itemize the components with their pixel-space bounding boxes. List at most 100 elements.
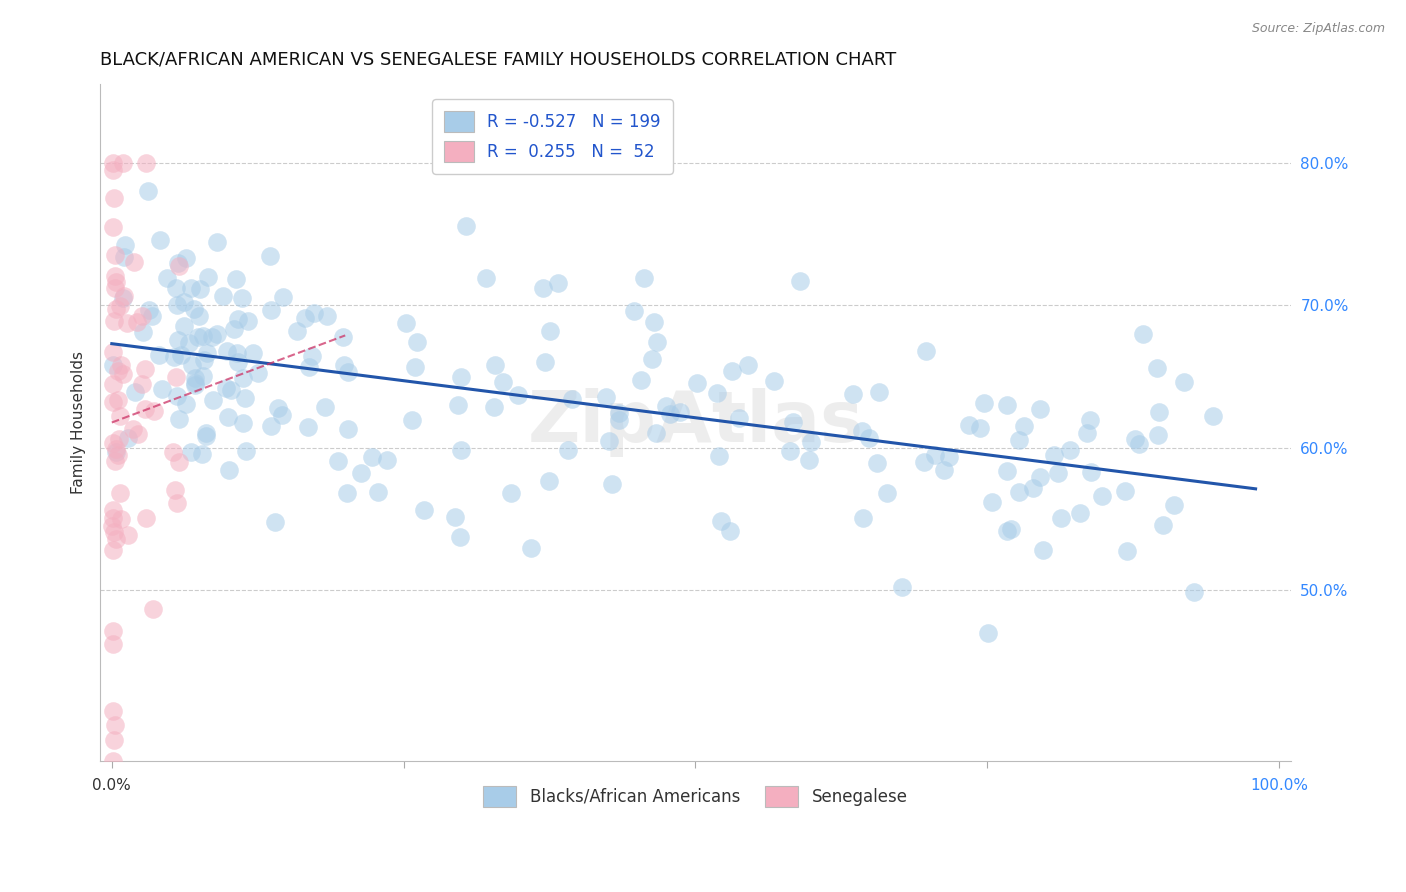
Point bbox=[710, 514, 733, 528]
Point bbox=[184, 376, 207, 391]
Point bbox=[188, 282, 211, 296]
Point bbox=[226, 345, 249, 359]
Point bbox=[973, 396, 995, 410]
Point bbox=[103, 732, 125, 747]
Point bbox=[149, 233, 172, 247]
Point bbox=[193, 368, 215, 383]
Point bbox=[187, 330, 209, 344]
Point bbox=[332, 330, 354, 344]
Point bbox=[112, 250, 135, 264]
Point bbox=[162, 350, 184, 364]
Point bbox=[167, 412, 190, 426]
Point bbox=[336, 486, 359, 500]
Point bbox=[1000, 522, 1022, 536]
Point bbox=[595, 390, 617, 404]
Point bbox=[449, 530, 471, 544]
Point bbox=[101, 519, 124, 533]
Point bbox=[135, 511, 157, 525]
Point bbox=[103, 637, 125, 651]
Point bbox=[127, 426, 149, 441]
Point bbox=[188, 309, 211, 323]
Point bbox=[104, 442, 127, 456]
Point bbox=[934, 463, 956, 477]
Point bbox=[125, 314, 148, 328]
Point bbox=[1078, 413, 1101, 427]
Point bbox=[201, 392, 224, 407]
Point bbox=[1080, 465, 1102, 479]
Point bbox=[112, 292, 135, 306]
Point bbox=[174, 397, 197, 411]
Point bbox=[101, 624, 124, 638]
Point bbox=[302, 306, 325, 320]
Point bbox=[976, 625, 998, 640]
Point bbox=[170, 348, 193, 362]
Point bbox=[842, 386, 865, 401]
Point bbox=[1008, 433, 1031, 447]
Point bbox=[957, 418, 980, 433]
Point bbox=[103, 191, 125, 205]
Point bbox=[111, 368, 134, 382]
Point bbox=[607, 412, 630, 426]
Point bbox=[1029, 402, 1052, 417]
Point bbox=[136, 184, 159, 198]
Point bbox=[1152, 518, 1174, 533]
Point bbox=[107, 392, 129, 407]
Point bbox=[995, 397, 1018, 411]
Point bbox=[103, 510, 125, 524]
Point bbox=[865, 456, 887, 470]
Point bbox=[728, 410, 751, 425]
Point bbox=[162, 444, 184, 458]
Point bbox=[1022, 481, 1045, 495]
Point bbox=[101, 704, 124, 718]
Point bbox=[799, 435, 821, 450]
Point bbox=[484, 400, 506, 414]
Point bbox=[924, 448, 946, 462]
Point bbox=[143, 404, 166, 418]
Point bbox=[294, 311, 316, 326]
Point bbox=[260, 419, 283, 434]
Point bbox=[623, 304, 645, 318]
Point bbox=[165, 370, 187, 384]
Point bbox=[101, 542, 124, 557]
Point bbox=[658, 407, 681, 421]
Point bbox=[193, 352, 215, 367]
Point bbox=[1091, 490, 1114, 504]
Point bbox=[101, 435, 124, 450]
Point bbox=[217, 409, 239, 424]
Point bbox=[115, 316, 138, 330]
Point bbox=[232, 370, 254, 384]
Point bbox=[333, 358, 356, 372]
Point bbox=[969, 420, 991, 434]
Point bbox=[247, 366, 270, 380]
Point bbox=[267, 401, 290, 416]
Point bbox=[173, 294, 195, 309]
Point bbox=[176, 251, 198, 265]
Point bbox=[1123, 432, 1146, 446]
Point bbox=[103, 268, 125, 283]
Point bbox=[215, 343, 238, 358]
Point bbox=[1114, 484, 1136, 499]
Point bbox=[121, 421, 143, 435]
Point bbox=[851, 425, 873, 439]
Point bbox=[205, 327, 228, 342]
Point bbox=[492, 375, 515, 389]
Point bbox=[938, 450, 960, 464]
Point bbox=[173, 318, 195, 333]
Point bbox=[103, 314, 125, 328]
Point bbox=[132, 325, 155, 339]
Point bbox=[117, 527, 139, 541]
Text: 100.0%: 100.0% bbox=[1250, 778, 1308, 793]
Point bbox=[520, 541, 543, 555]
Point bbox=[104, 718, 127, 732]
Point bbox=[169, 455, 191, 469]
Point bbox=[107, 432, 129, 446]
Point bbox=[779, 444, 801, 458]
Point bbox=[218, 463, 240, 477]
Point bbox=[314, 400, 336, 414]
Point bbox=[1202, 409, 1225, 423]
Point bbox=[404, 359, 426, 374]
Point bbox=[242, 346, 264, 360]
Point bbox=[401, 412, 423, 426]
Point bbox=[166, 298, 188, 312]
Point bbox=[413, 503, 436, 517]
